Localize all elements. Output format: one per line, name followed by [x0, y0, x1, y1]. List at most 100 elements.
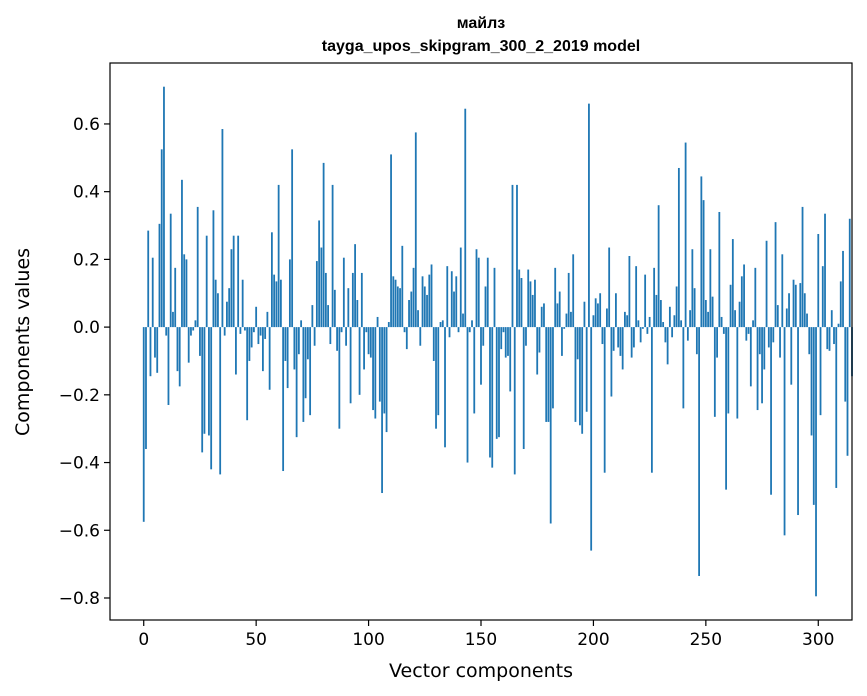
bar-279 [770, 327, 772, 495]
bar-207 [608, 247, 611, 328]
bar-206 [606, 308, 608, 328]
bar-156 [493, 267, 496, 328]
bar-239 [680, 320, 683, 328]
bar-152 [484, 286, 487, 328]
bar-270 [749, 327, 752, 387]
bar-22 [192, 327, 195, 331]
bar-262 [731, 239, 734, 328]
x-tick-label: 100 [352, 630, 384, 650]
bar-216 [628, 256, 631, 328]
bar-263 [734, 310, 736, 328]
y-axis-ticks: −0.8 −0.6 −0.4 −0.2 0.0 0.2 0.4 0.6 [59, 115, 110, 609]
bar-77 [315, 261, 318, 328]
bar-90 [345, 327, 347, 346]
bar-119 [410, 291, 413, 328]
bar-116 [403, 327, 406, 333]
bar-31 [212, 210, 215, 328]
bar-235 [671, 327, 674, 338]
bar-153 [486, 257, 489, 328]
bar-56 [268, 327, 271, 390]
bar-148 [475, 249, 478, 328]
bar-133 [441, 320, 444, 328]
bar-217 [630, 327, 633, 358]
bar-232 [664, 327, 667, 343]
bar-66 [291, 149, 294, 328]
bar-306 [830, 310, 833, 328]
bar-211 [617, 327, 620, 348]
bar-242 [686, 327, 689, 341]
bar-184 [556, 303, 559, 328]
bar-82 [327, 305, 329, 328]
bar-257 [720, 316, 723, 328]
bar-240 [682, 327, 685, 409]
bar-264 [736, 327, 739, 419]
bar-277 [765, 240, 768, 328]
bar-185 [558, 291, 561, 328]
bar-292 [799, 283, 802, 328]
bar-94 [354, 244, 356, 328]
bar-120 [412, 267, 415, 328]
bar-177 [540, 306, 543, 328]
y-tick-label: −0.6 [59, 521, 100, 541]
bar-80 [322, 162, 325, 328]
bar-138 [453, 291, 455, 328]
bar-192 [574, 327, 577, 422]
bar-226 [650, 327, 653, 473]
bar-187 [563, 327, 566, 329]
bar-98 [363, 327, 365, 370]
bar-154 [489, 327, 491, 458]
bar-65 [288, 259, 291, 328]
bar-132 [439, 322, 442, 328]
bar-182 [552, 327, 554, 409]
bar-108 [385, 327, 388, 433]
bar-166 [516, 184, 518, 328]
bar-32 [214, 279, 217, 328]
bar-142 [462, 313, 464, 328]
bar-100 [367, 327, 370, 355]
bar-194 [579, 327, 581, 426]
bar-145 [468, 327, 471, 333]
x-tick-label: 300 [802, 630, 834, 650]
bar-162 [507, 327, 509, 356]
bar-220 [637, 320, 640, 328]
bar-176 [538, 327, 541, 353]
bar-244 [691, 249, 694, 328]
bar-84 [331, 184, 334, 328]
bar-250 [704, 300, 707, 328]
bar-26 [201, 327, 204, 453]
y-axis-label: Components values [12, 248, 34, 436]
bar-230 [659, 300, 662, 328]
bar-305 [828, 327, 831, 351]
bar-312 [844, 327, 847, 402]
bar-107 [383, 327, 386, 414]
bar-144 [466, 327, 469, 463]
bar-38 [228, 288, 231, 328]
x-tick-label: 150 [465, 630, 497, 650]
bar-196 [583, 301, 586, 328]
bar-49 [253, 327, 255, 333]
bar-129 [432, 327, 435, 361]
x-axis-label: Vector components [389, 660, 573, 682]
bar-208 [610, 327, 613, 397]
bar-36 [223, 327, 226, 336]
bar-62 [282, 327, 285, 472]
bar-298 [812, 327, 815, 505]
bar-68 [295, 327, 298, 438]
bar-241 [684, 142, 687, 328]
bar-165 [513, 327, 516, 475]
bar-95 [356, 300, 359, 328]
bar-258 [722, 327, 725, 334]
bar-140 [457, 327, 460, 333]
bar-222 [641, 327, 644, 329]
bar-39 [230, 249, 233, 328]
bar-93 [351, 272, 354, 328]
bar-20 [187, 327, 190, 363]
bar-99 [365, 327, 368, 333]
bar-136 [448, 327, 451, 338]
bar-45 [244, 327, 246, 331]
bar-163 [509, 327, 512, 392]
bar-54 [264, 327, 267, 339]
bar-118 [408, 300, 410, 328]
bar-275 [761, 327, 763, 404]
